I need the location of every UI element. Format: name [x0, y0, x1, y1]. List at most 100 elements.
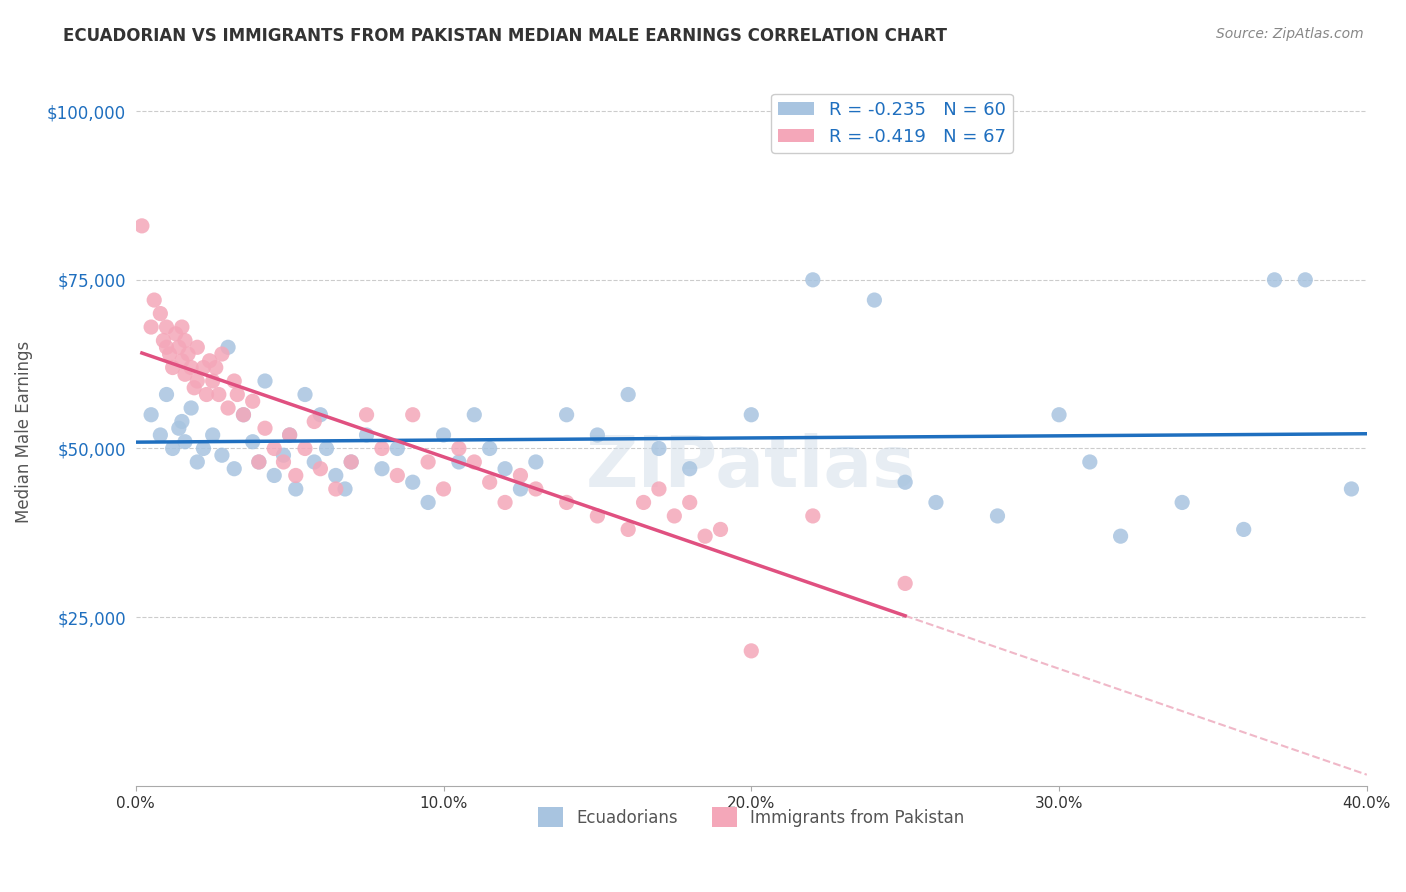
- Point: [325, 468, 347, 483]
- Point: [679, 495, 702, 509]
- Point: [617, 387, 640, 401]
- Point: [165, 326, 187, 341]
- Point: [340, 455, 363, 469]
- Point: [284, 482, 307, 496]
- Point: [315, 442, 337, 456]
- Point: [193, 360, 215, 375]
- Point: [170, 353, 193, 368]
- Legend: Ecuadorians, Immigrants from Pakistan: Ecuadorians, Immigrants from Pakistan: [531, 800, 972, 834]
- Point: [801, 508, 824, 523]
- Point: [524, 455, 547, 469]
- Point: [509, 482, 531, 496]
- Point: [155, 320, 177, 334]
- Point: [167, 340, 190, 354]
- Point: [180, 360, 202, 375]
- Point: [1047, 408, 1070, 422]
- Point: [309, 408, 332, 422]
- Point: [159, 347, 181, 361]
- Point: [273, 455, 295, 469]
- Point: [211, 448, 233, 462]
- Point: [247, 455, 270, 469]
- Point: [648, 442, 671, 456]
- Point: [294, 387, 316, 401]
- Point: [186, 340, 208, 354]
- Text: ZIPatlas: ZIPatlas: [586, 433, 917, 501]
- Point: [1233, 523, 1256, 537]
- Point: [309, 461, 332, 475]
- Point: [131, 219, 153, 233]
- Point: [201, 428, 224, 442]
- Point: [586, 428, 609, 442]
- Point: [633, 495, 655, 509]
- Point: [325, 482, 347, 496]
- Point: [304, 415, 326, 429]
- Point: [177, 347, 200, 361]
- Point: [204, 360, 226, 375]
- Point: [253, 374, 276, 388]
- Point: [509, 468, 531, 483]
- Point: [387, 468, 409, 483]
- Point: [294, 442, 316, 456]
- Point: [402, 408, 425, 422]
- Point: [162, 360, 184, 375]
- Point: [586, 508, 609, 523]
- Point: [183, 381, 205, 395]
- Point: [278, 428, 301, 442]
- Point: [198, 353, 221, 368]
- Point: [139, 408, 162, 422]
- Point: [340, 455, 363, 469]
- Point: [432, 482, 454, 496]
- Point: [263, 442, 285, 456]
- Y-axis label: Median Male Earnings: Median Male Earnings: [15, 341, 32, 523]
- Point: [617, 523, 640, 537]
- Point: [273, 448, 295, 462]
- Point: [925, 495, 948, 509]
- Point: [211, 347, 233, 361]
- Point: [180, 401, 202, 415]
- Point: [740, 644, 762, 658]
- Point: [555, 495, 578, 509]
- Point: [193, 442, 215, 456]
- Point: [143, 293, 166, 307]
- Point: [263, 468, 285, 483]
- Point: [1340, 482, 1362, 496]
- Point: [1078, 455, 1101, 469]
- Point: [463, 408, 485, 422]
- Point: [242, 394, 264, 409]
- Point: [333, 482, 356, 496]
- Point: [863, 293, 886, 307]
- Point: [167, 421, 190, 435]
- Point: [894, 576, 917, 591]
- Point: [186, 455, 208, 469]
- Point: [232, 408, 254, 422]
- Point: [217, 340, 239, 354]
- Point: [447, 442, 470, 456]
- Point: [416, 495, 439, 509]
- Point: [494, 495, 516, 509]
- Point: [284, 468, 307, 483]
- Point: [524, 482, 547, 496]
- Point: [242, 434, 264, 449]
- Point: [402, 475, 425, 490]
- Point: [170, 415, 193, 429]
- Point: [679, 461, 702, 475]
- Point: [304, 455, 326, 469]
- Point: [986, 508, 1008, 523]
- Point: [447, 455, 470, 469]
- Point: [152, 334, 174, 348]
- Point: [478, 442, 501, 456]
- Point: [356, 408, 378, 422]
- Point: [174, 368, 197, 382]
- Point: [174, 334, 197, 348]
- Point: [1294, 273, 1316, 287]
- Point: [416, 455, 439, 469]
- Point: [740, 408, 762, 422]
- Point: [709, 523, 731, 537]
- Text: Source: ZipAtlas.com: Source: ZipAtlas.com: [1216, 27, 1364, 41]
- Point: [149, 307, 172, 321]
- Point: [463, 455, 485, 469]
- Point: [1171, 495, 1194, 509]
- Point: [174, 434, 197, 449]
- Point: [371, 442, 394, 456]
- Text: ECUADORIAN VS IMMIGRANTS FROM PAKISTAN MEDIAN MALE EARNINGS CORRELATION CHART: ECUADORIAN VS IMMIGRANTS FROM PAKISTAN M…: [63, 27, 948, 45]
